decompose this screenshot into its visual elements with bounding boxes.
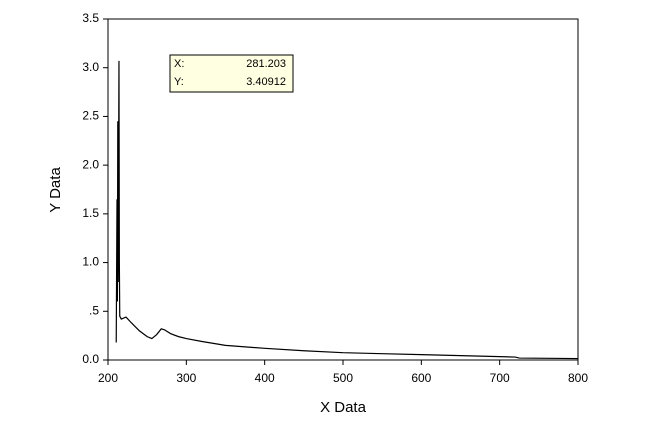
tooltip-label: Y:: [174, 76, 184, 88]
y-tick-label: 1.5: [82, 206, 99, 220]
y-tick-label: 2.5: [82, 109, 99, 123]
x-tick-label: 400: [255, 371, 275, 385]
x-tick-label: 500: [333, 371, 353, 385]
tooltip-label: X:: [174, 58, 184, 70]
x-tick-label: 300: [176, 371, 196, 385]
y-tick-label: 3.5: [82, 11, 99, 25]
y-tick-label: 3.0: [82, 60, 99, 74]
tooltip-value: 281.203: [246, 58, 286, 70]
y-tick-label: 1.0: [82, 255, 99, 269]
x-tick-label: 200: [98, 371, 118, 385]
y-tick-label: 0.0: [82, 352, 99, 366]
y-axis-title: Y Data: [47, 167, 64, 213]
x-tick-label: 600: [411, 371, 431, 385]
data-line: [115, 60, 579, 360]
x-tick-label: 700: [490, 371, 510, 385]
x-tick-label: 800: [568, 371, 588, 385]
tooltip-value: 3.40912: [246, 76, 286, 88]
y-tick-label: .5: [89, 303, 99, 317]
y-tick-label: 2.0: [82, 157, 99, 171]
tooltip-box: [169, 54, 294, 93]
x-axis-title: X Data: [320, 399, 367, 416]
